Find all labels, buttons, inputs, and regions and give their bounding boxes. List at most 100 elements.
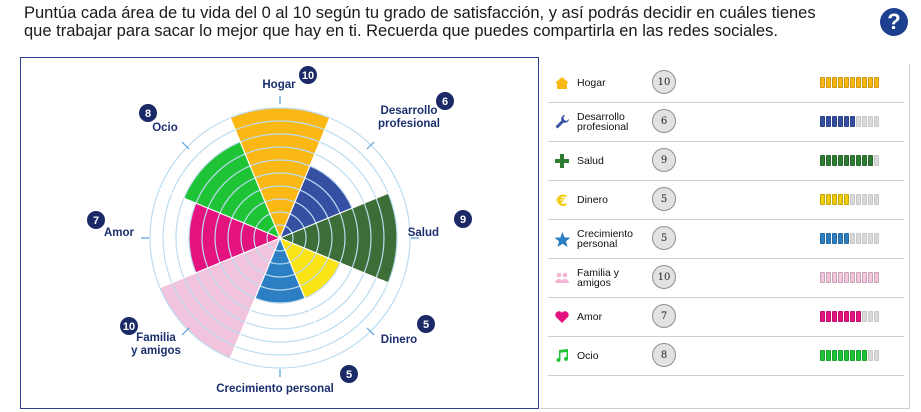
meter-segment[interactable]: [850, 233, 855, 244]
legend-score-meter[interactable]: [820, 272, 880, 284]
meter-segment[interactable]: [820, 194, 825, 205]
meter-segment[interactable]: [862, 233, 867, 244]
meter-segment[interactable]: [850, 311, 855, 322]
meter-segment[interactable]: [820, 77, 825, 88]
meter-segment[interactable]: [832, 155, 837, 166]
wheel-sector[interactable]: [280, 238, 341, 299]
meter-segment[interactable]: [826, 116, 831, 127]
meter-segment[interactable]: [874, 155, 879, 166]
meter-segment[interactable]: [868, 272, 873, 283]
meter-segment[interactable]: [844, 194, 849, 205]
legend-score-meter[interactable]: [820, 350, 880, 362]
meter-segment[interactable]: [850, 155, 855, 166]
legend-score-meter[interactable]: [820, 311, 880, 323]
legend-score[interactable]: 5: [652, 187, 676, 211]
meter-segment[interactable]: [832, 233, 837, 244]
meter-segment[interactable]: [832, 116, 837, 127]
legend-score[interactable]: 5: [652, 226, 676, 250]
meter-segment[interactable]: [862, 77, 867, 88]
meter-segment[interactable]: [856, 116, 861, 127]
meter-segment[interactable]: [868, 77, 873, 88]
meter-segment[interactable]: [826, 194, 831, 205]
meter-segment[interactable]: [832, 311, 837, 322]
meter-segment[interactable]: [832, 77, 837, 88]
meter-segment[interactable]: [844, 155, 849, 166]
meter-segment[interactable]: [844, 77, 849, 88]
meter-segment[interactable]: [856, 233, 861, 244]
meter-segment[interactable]: [874, 194, 879, 205]
meter-segment[interactable]: [820, 233, 825, 244]
meter-segment[interactable]: [820, 272, 825, 283]
meter-segment[interactable]: [826, 77, 831, 88]
meter-segment[interactable]: [838, 311, 843, 322]
legend-score[interactable]: 6: [652, 109, 676, 133]
meter-segment[interactable]: [856, 272, 861, 283]
meter-segment[interactable]: [862, 155, 867, 166]
meter-segment[interactable]: [856, 194, 861, 205]
legend-score[interactable]: 9: [652, 148, 676, 172]
wheel-sector[interactable]: [189, 203, 280, 273]
meter-segment[interactable]: [826, 233, 831, 244]
meter-segment[interactable]: [874, 350, 879, 361]
legend-score[interactable]: 8: [652, 343, 676, 367]
meter-segment[interactable]: [838, 272, 843, 283]
meter-segment[interactable]: [826, 350, 831, 361]
meter-segment[interactable]: [862, 194, 867, 205]
meter-segment[interactable]: [838, 155, 843, 166]
meter-segment[interactable]: [868, 155, 873, 166]
meter-segment[interactable]: [856, 350, 861, 361]
legend-score-meter[interactable]: [820, 155, 880, 167]
meter-segment[interactable]: [874, 311, 879, 322]
legend-score[interactable]: 10: [652, 70, 676, 94]
meter-segment[interactable]: [868, 116, 873, 127]
meter-segment[interactable]: [856, 311, 861, 322]
legend-score[interactable]: 10: [652, 265, 676, 289]
meter-segment[interactable]: [868, 194, 873, 205]
wheel-sector[interactable]: [183, 141, 280, 238]
meter-segment[interactable]: [856, 77, 861, 88]
meter-segment[interactable]: [850, 350, 855, 361]
meter-segment[interactable]: [850, 272, 855, 283]
meter-segment[interactable]: [844, 311, 849, 322]
legend-score[interactable]: 7: [652, 304, 676, 328]
meter-segment[interactable]: [850, 194, 855, 205]
meter-segment[interactable]: [826, 272, 831, 283]
meter-segment[interactable]: [832, 194, 837, 205]
meter-segment[interactable]: [838, 77, 843, 88]
meter-segment[interactable]: [838, 194, 843, 205]
meter-segment[interactable]: [862, 350, 867, 361]
meter-segment[interactable]: [832, 272, 837, 283]
meter-segment[interactable]: [844, 350, 849, 361]
meter-segment[interactable]: [844, 272, 849, 283]
help-button[interactable]: ?: [880, 8, 908, 36]
meter-segment[interactable]: [862, 311, 867, 322]
meter-segment[interactable]: [850, 116, 855, 127]
wheel-sector[interactable]: [255, 238, 305, 303]
legend-score-meter[interactable]: [820, 194, 880, 206]
meter-segment[interactable]: [838, 350, 843, 361]
meter-segment[interactable]: [868, 233, 873, 244]
meter-segment[interactable]: [850, 77, 855, 88]
legend-score-meter[interactable]: [820, 77, 880, 89]
meter-segment[interactable]: [820, 350, 825, 361]
meter-segment[interactable]: [838, 116, 843, 127]
meter-segment[interactable]: [874, 77, 879, 88]
meter-segment[interactable]: [874, 272, 879, 283]
meter-segment[interactable]: [844, 233, 849, 244]
meter-segment[interactable]: [874, 233, 879, 244]
legend-score-meter[interactable]: [820, 233, 880, 245]
wheel-sector[interactable]: [159, 238, 280, 359]
meter-segment[interactable]: [832, 350, 837, 361]
meter-segment[interactable]: [868, 311, 873, 322]
meter-segment[interactable]: [820, 116, 825, 127]
meter-segment[interactable]: [826, 155, 831, 166]
meter-segment[interactable]: [838, 233, 843, 244]
meter-segment[interactable]: [862, 272, 867, 283]
meter-segment[interactable]: [826, 311, 831, 322]
meter-segment[interactable]: [844, 116, 849, 127]
meter-segment[interactable]: [820, 155, 825, 166]
meter-segment[interactable]: [862, 116, 867, 127]
meter-segment[interactable]: [856, 155, 861, 166]
meter-segment[interactable]: [868, 350, 873, 361]
